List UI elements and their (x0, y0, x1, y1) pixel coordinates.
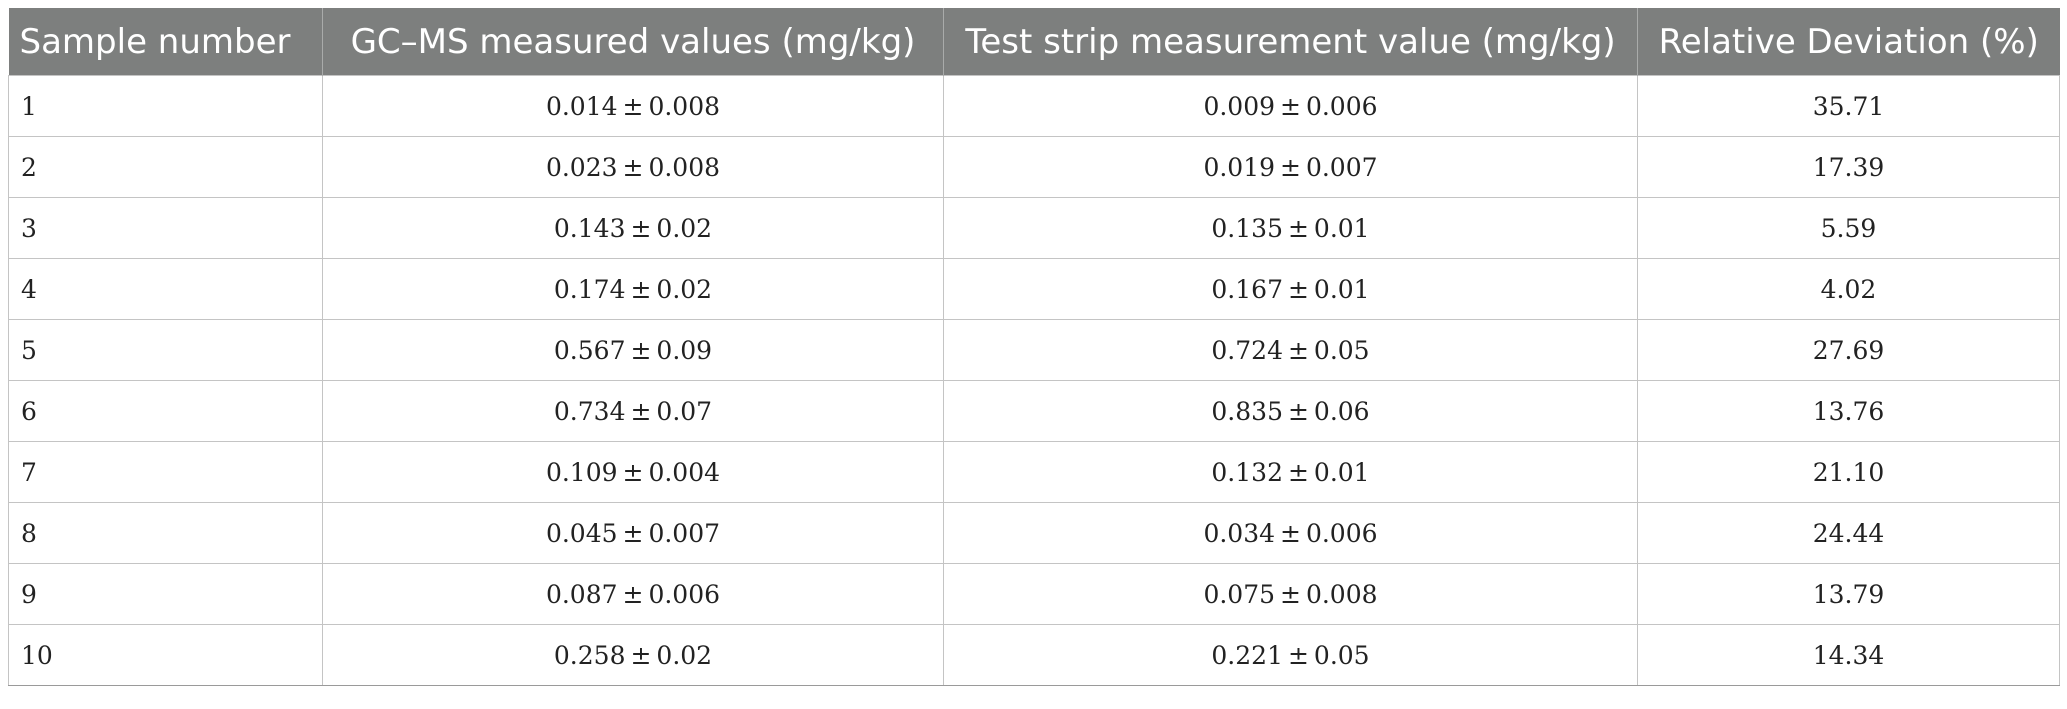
table-row: 7 0.109 ± 0.004 0.132 ± 0.01 21.10 (8, 441, 2060, 503)
cell-relative-deviation: 13.79 (1637, 563, 2060, 625)
cell-relative-deviation: 27.69 (1637, 319, 2060, 381)
cell-sample-number: 1 (8, 75, 323, 137)
cell-test-strip-value: 0.135 ± 0.01 (943, 197, 1638, 259)
table-row: 6 0.734 ± 0.07 0.835 ± 0.06 13.76 (8, 380, 2060, 442)
table-row: 10 0.258 ± 0.02 0.221 ± 0.05 14.34 (8, 624, 2060, 686)
cell-relative-deviation: 5.59 (1637, 197, 2060, 259)
cell-test-strip-value: 0.835 ± 0.06 (943, 380, 1638, 442)
cell-sample-number: 6 (8, 380, 323, 442)
data-table: Sample number GC–MS measured values (mg/… (8, 8, 2060, 686)
cell-test-strip-value: 0.221 ± 0.05 (943, 624, 1638, 686)
cell-test-strip-value: 0.167 ± 0.01 (943, 258, 1638, 320)
cell-relative-deviation: 4.02 (1637, 258, 2060, 320)
cell-relative-deviation: 24.44 (1637, 502, 2060, 564)
table-row: 4 0.174 ± 0.02 0.167 ± 0.01 4.02 (8, 258, 2060, 320)
cell-gcms-value: 0.174 ± 0.02 (322, 258, 944, 320)
cell-relative-deviation: 35.71 (1637, 75, 2060, 137)
header-sample-number: Sample number (8, 8, 323, 76)
cell-relative-deviation: 17.39 (1637, 136, 2060, 198)
cell-test-strip-value: 0.019 ± 0.007 (943, 136, 1638, 198)
cell-sample-number: 8 (8, 502, 323, 564)
table-row: 2 0.023 ± 0.008 0.019 ± 0.007 17.39 (8, 136, 2060, 198)
header-test-strip-values: Test strip measurement value (mg/kg) (943, 8, 1638, 76)
table-row: 9 0.087 ± 0.006 0.075 ± 0.008 13.79 (8, 563, 2060, 625)
cell-gcms-value: 0.045 ± 0.007 (322, 502, 944, 564)
cell-sample-number: 3 (8, 197, 323, 259)
cell-test-strip-value: 0.034 ± 0.006 (943, 502, 1638, 564)
cell-gcms-value: 0.023 ± 0.008 (322, 136, 944, 198)
header-gcms-values: GC–MS measured values (mg/kg) (322, 8, 944, 76)
cell-gcms-value: 0.143 ± 0.02 (322, 197, 944, 259)
table-row: 1 0.014 ± 0.008 0.009 ± 0.006 35.71 (8, 75, 2060, 137)
cell-gcms-value: 0.734 ± 0.07 (322, 380, 944, 442)
header-row: Sample number GC–MS measured values (mg/… (8, 8, 2060, 76)
cell-relative-deviation: 21.10 (1637, 441, 2060, 503)
cell-gcms-value: 0.567 ± 0.09 (322, 319, 944, 381)
cell-sample-number: 9 (8, 563, 323, 625)
table-row: 3 0.143 ± 0.02 0.135 ± 0.01 5.59 (8, 197, 2060, 259)
cell-test-strip-value: 0.075 ± 0.008 (943, 563, 1638, 625)
cell-gcms-value: 0.087 ± 0.006 (322, 563, 944, 625)
cell-gcms-value: 0.109 ± 0.004 (322, 441, 944, 503)
cell-sample-number: 2 (8, 136, 323, 198)
cell-gcms-value: 0.258 ± 0.02 (322, 624, 944, 686)
cell-test-strip-value: 0.132 ± 0.01 (943, 441, 1638, 503)
cell-gcms-value: 0.014 ± 0.008 (322, 75, 944, 137)
cell-sample-number: 10 (8, 624, 323, 686)
cell-test-strip-value: 0.009 ± 0.006 (943, 75, 1638, 137)
cell-sample-number: 4 (8, 258, 323, 320)
table-row: 5 0.567 ± 0.09 0.724 ± 0.05 27.69 (8, 319, 2060, 381)
header-relative-deviation: Relative Deviation (%) (1637, 8, 2060, 76)
cell-test-strip-value: 0.724 ± 0.05 (943, 319, 1638, 381)
table-body: 1 0.014 ± 0.008 0.009 ± 0.006 35.71 2 0.… (8, 75, 2060, 686)
cell-sample-number: 5 (8, 319, 323, 381)
cell-relative-deviation: 14.34 (1637, 624, 2060, 686)
cell-sample-number: 7 (8, 441, 323, 503)
data-table-container: Sample number GC–MS measured values (mg/… (8, 8, 2060, 686)
table-row: 8 0.045 ± 0.007 0.034 ± 0.006 24.44 (8, 502, 2060, 564)
table-header: Sample number GC–MS measured values (mg/… (8, 8, 2060, 76)
cell-relative-deviation: 13.76 (1637, 380, 2060, 442)
